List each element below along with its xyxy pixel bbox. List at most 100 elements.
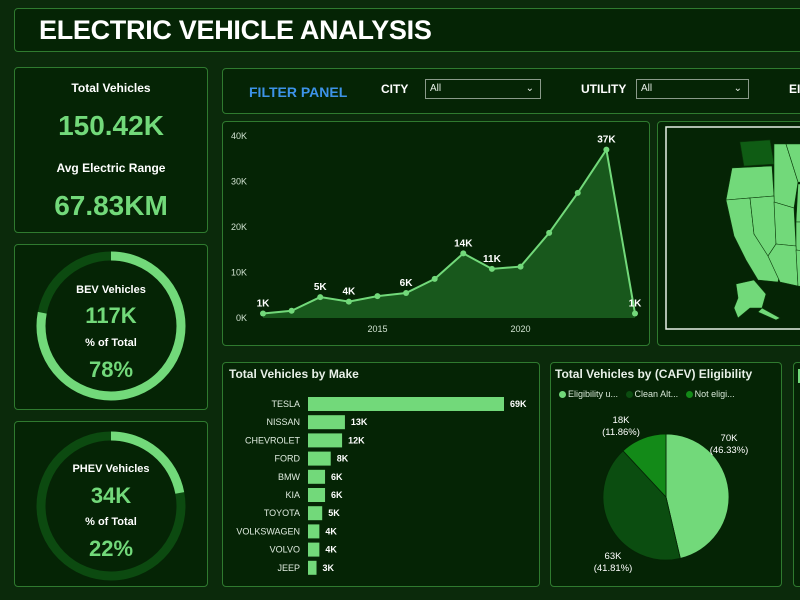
phev-pct-label: % of Total [85, 516, 137, 528]
map-state-idaho [773, 143, 799, 209]
bar [308, 542, 320, 557]
map-state-alaska [733, 279, 767, 319]
cafv-chart-title: Total Vehicles by (CAFV) Eligibility [555, 367, 753, 381]
y-tick-label: 0K [236, 313, 247, 323]
data-point [403, 289, 410, 296]
category-label: BMW [278, 472, 301, 482]
data-point [345, 298, 352, 305]
utility-select[interactable]: All ⌄ [636, 79, 749, 99]
bar [308, 560, 317, 575]
category-label: NISSAN [266, 417, 300, 427]
legend-item[interactable]: Clean Alt... [625, 389, 678, 399]
slice-value-label: 63K [605, 551, 623, 562]
map-state-wyoming [795, 183, 800, 223]
phev-pct-value: 22% [88, 536, 134, 561]
legend-item[interactable]: Not eligi... [685, 389, 735, 399]
bev-pct-value: 78% [88, 357, 134, 382]
bar-value-label: 4K [325, 545, 337, 555]
cafv-pie-panel: Total Vehicles by (CAFV) Eligibility Eli… [550, 362, 782, 587]
y-tick-label: 10K [231, 268, 247, 278]
bar-value-label: 6K [331, 490, 343, 500]
data-point [288, 307, 295, 314]
filter-panel-title: FILTER PANEL [249, 84, 348, 100]
chevron-down-icon: ⌄ [733, 83, 742, 94]
cafv-pie-chart: 70K(46.33%) 63K(41.81%) 18K(11.86%) [594, 415, 749, 574]
bar [308, 524, 320, 539]
map-state-washington [739, 139, 775, 167]
y-tick-label: 40K [231, 131, 247, 141]
bar [308, 506, 323, 521]
category-label: VOLVO [270, 545, 300, 555]
map-state-oregon [725, 165, 775, 201]
category-label: KIA [285, 490, 300, 500]
legend-dot-icon [625, 391, 633, 398]
bev-value: 117K [85, 303, 137, 328]
data-label: 4K [342, 287, 356, 298]
data-point [546, 229, 553, 236]
area-fill [263, 149, 635, 318]
bar [308, 451, 331, 466]
data-point [374, 293, 381, 300]
map-panel [657, 121, 800, 346]
legend-item[interactable]: Eligibility u... [559, 389, 618, 399]
data-point [260, 310, 266, 317]
bar-value-label: 13K [351, 417, 368, 427]
bar-value-label: 5K [328, 508, 340, 518]
map-state-montana [785, 143, 800, 183]
phev-value: 34K [90, 483, 132, 508]
city-filter-label: CITY [381, 82, 409, 96]
area-chart: 0K 10K 20K 30K 40K 2015 2020 1K 5K 4K 6K 14K 11K 37K 1… [231, 131, 643, 334]
bev-pct-label: % of Total [85, 337, 137, 349]
legend-dot-icon [559, 391, 566, 398]
make-bar-panel: Total Vehicles by Make TESLA 69K NISSAN 13K… [222, 362, 540, 587]
data-label: 6K [400, 278, 414, 289]
dashboard-title: ELECTRIC VEHICLE ANALYSIS [39, 15, 432, 45]
usa-map[interactable] [658, 122, 800, 345]
phev-card: PHEV Vehicles 34K % of Total 22% [14, 421, 208, 587]
avg-range-value: 67.83KM [54, 190, 168, 221]
bar [308, 397, 504, 411]
pie-slice [622, 433, 667, 499]
kpi-card: Total Vehicles 150.42K Avg Electric Rang… [14, 67, 208, 233]
x-tick-label: 2015 [367, 324, 387, 334]
third-filter-label: EI [789, 82, 800, 96]
chevron-down-icon: ⌄ [525, 83, 534, 94]
filter-panel: FILTER PANEL CITY All ⌄ UTILITY All ⌄ EI [222, 68, 800, 114]
category-label: CHEVROLET [245, 435, 301, 445]
phev-label: PHEV Vehicles [72, 463, 150, 475]
legend-label: Eligibility u... [568, 389, 619, 399]
data-point [431, 275, 438, 282]
data-label: 1K [629, 298, 643, 309]
data-label: 14K [454, 238, 473, 249]
city-select[interactable]: All ⌄ [425, 79, 541, 99]
bev-ring [36, 251, 186, 401]
bar-value-label: 6K [331, 472, 343, 482]
total-vehicles-label: Total Vehicles [71, 81, 151, 95]
y-tick-label: 30K [231, 177, 247, 187]
bar-value-label: 3K [323, 563, 335, 573]
category-label: TESLA [271, 399, 300, 409]
total-vehicles-value: 150.42K [58, 110, 164, 141]
map-state-arizona [767, 243, 799, 287]
make-chart-title: Total Vehicles by Make [229, 367, 359, 381]
data-label: 11K [483, 254, 502, 265]
legend-dot-icon [685, 391, 693, 398]
bar-value-label: 69K [510, 399, 527, 409]
phev-ring-fill [36, 431, 186, 581]
map-state-utah [773, 201, 797, 247]
category-label: VOLKSWAGEN [236, 526, 300, 536]
x-tick-label: 2020 [511, 324, 531, 334]
y-tick-label: 20K [231, 222, 247, 232]
data-point [317, 294, 324, 301]
extra-panel-marker [798, 369, 800, 383]
title-bar: ELECTRIC VEHICLE ANALYSIS [14, 8, 800, 52]
bev-card: BEV Vehicles 117K % of Total 78% [14, 244, 208, 410]
pie-slice [665, 433, 730, 559]
category-label: JEEP [277, 563, 300, 573]
utility-filter-label: UTILITY [581, 82, 627, 96]
bar [308, 415, 345, 430]
bar [308, 488, 326, 502]
category-label: TOYOTA [264, 508, 300, 518]
phev-ring [36, 431, 186, 581]
bev-ring-fill [36, 251, 186, 401]
